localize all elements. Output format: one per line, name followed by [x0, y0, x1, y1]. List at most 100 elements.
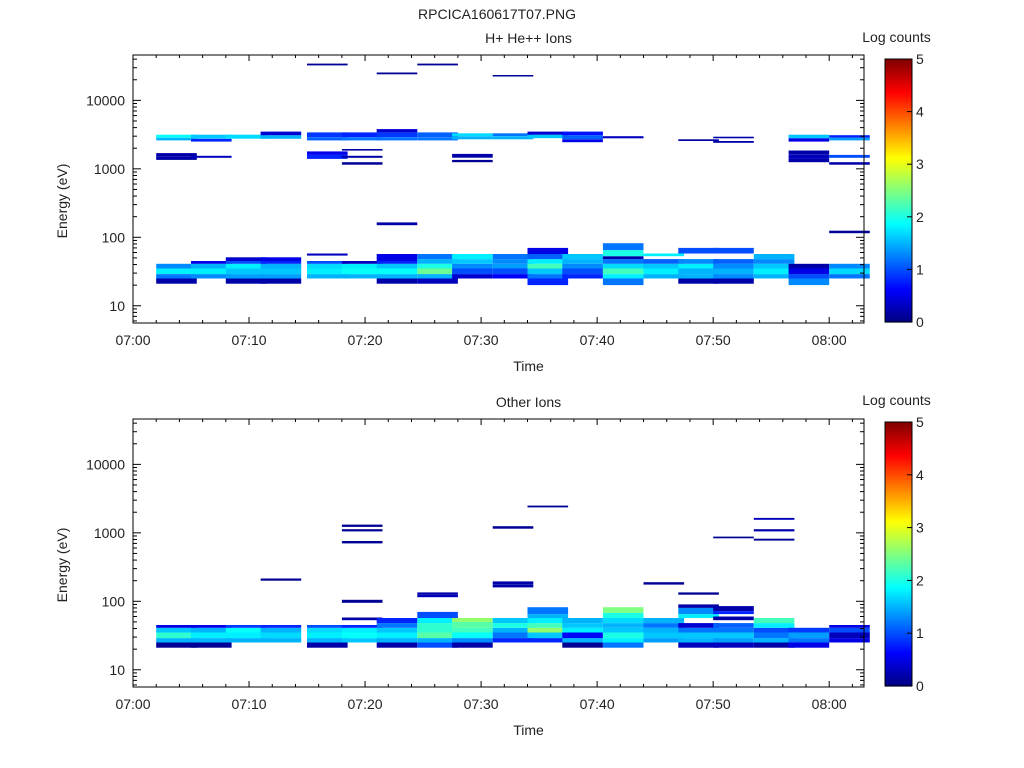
colorbar-segment: [885, 120, 912, 124]
colorbar-segment: [885, 626, 912, 630]
heatmap-cell: [492, 618, 534, 624]
heatmap-cell: [788, 627, 830, 633]
colorbar-segment: [885, 441, 912, 445]
heatmap-cell: [753, 638, 795, 643]
spectrogram-panel-1: 07:00 07:10 07:20 07:30 07:40 07:50 08:0010100…: [54, 29, 931, 374]
heatmap-cell: [492, 623, 534, 628]
colorbar-segment: [885, 617, 912, 621]
colorbar-segment: [885, 278, 912, 281]
colorbar-segment: [885, 633, 912, 636]
heatmap-cell: [492, 638, 534, 643]
colorbar-segment: [885, 428, 912, 432]
colorbar-segment: [885, 177, 912, 181]
colorbar-segment: [885, 135, 912, 139]
heatmap-cell: [341, 617, 383, 621]
colorbar-segment: [885, 576, 912, 579]
heatmap-cell: [829, 274, 870, 279]
heatmap-cell: [829, 154, 870, 158]
colorbar-tick-label: 2: [916, 209, 924, 225]
colorbar-segment: [885, 510, 912, 513]
colorbar-segment: [885, 197, 912, 200]
colorbar-segment: [885, 444, 912, 447]
colorbar-segment: [885, 584, 912, 588]
colorbar-segment: [885, 181, 912, 185]
colorbar-segment: [885, 203, 912, 207]
heatmap-cell: [562, 135, 603, 140]
heatmap-cell: [602, 274, 644, 279]
colorbar-segment: [885, 137, 912, 141]
colorbar: 0 1 2 3 4 5 Log counts: [862, 29, 931, 330]
heatmap-cell: [307, 638, 348, 643]
heatmap-cell: [260, 135, 302, 139]
heatmap-cell: [307, 642, 348, 648]
heatmap-cell: [753, 268, 795, 275]
colorbar-segment: [885, 214, 912, 218]
panel-title: H+ He++ Ions: [485, 30, 572, 46]
heatmap-cell: [417, 642, 458, 648]
colorbar-segment: [885, 210, 912, 214]
heatmap-cell: [225, 632, 267, 639]
heatmap-cell: [307, 263, 348, 269]
heatmap-cell: [527, 259, 569, 264]
colorbar-segment: [885, 606, 912, 610]
colorbar-segment: [885, 591, 912, 595]
colorbar-segment: [885, 600, 912, 603]
colorbar-segment: [885, 565, 912, 568]
heatmap-cell: [753, 642, 795, 648]
colorbar-segment: [885, 490, 912, 493]
heatmap-cell: [260, 268, 302, 275]
heatmap-cell: [562, 638, 603, 643]
colorbar-segment: [885, 455, 912, 458]
colorbar-segment: [885, 311, 912, 314]
colorbar-segment: [885, 481, 912, 485]
colorbar-segment: [885, 479, 912, 482]
colorbar-tick-label: 0: [916, 314, 924, 330]
colorbar-segment: [885, 549, 912, 553]
colorbar-segment: [885, 238, 912, 242]
heatmap-cell: [376, 623, 418, 628]
colorbar-segment: [885, 275, 912, 279]
heatmap-cell: [527, 623, 569, 628]
colorbar-segment: [885, 556, 912, 559]
colorbar-segment: [885, 291, 912, 295]
colorbar-segment: [885, 131, 912, 135]
colorbar-segment: [885, 474, 912, 478]
heatmap-cell: [562, 618, 603, 624]
heatmap-cell: [602, 278, 644, 286]
heatmap-cell: [829, 625, 870, 628]
heatmap-cell: [191, 134, 232, 139]
heatmap-cell: [678, 263, 719, 269]
y-tick-label: 100: [102, 593, 126, 609]
heatmap-cell: [260, 131, 302, 136]
heatmap-cell: [492, 268, 534, 275]
colorbar-segment: [885, 148, 912, 152]
colorbar-segment: [885, 648, 912, 652]
heatmap-cell: [307, 63, 348, 66]
colorbar: 0 1 2 3 4 5 Log counts: [862, 392, 931, 694]
colorbar-segment: [885, 89, 912, 93]
heatmap-cell: [527, 131, 569, 135]
colorbar-segment: [885, 245, 912, 249]
heatmap-cell: [713, 632, 754, 639]
colorbar-segment: [885, 166, 912, 170]
heatmap-cell: [156, 134, 197, 138]
heatmap-cell: [753, 259, 795, 264]
y-tick-label: 1000: [94, 525, 125, 541]
heatmap-cell: [527, 627, 569, 633]
heatmap-cell: [829, 162, 870, 165]
colorbar-segment: [885, 284, 912, 288]
colorbar-segment: [885, 162, 912, 165]
heatmap-cell: [527, 505, 569, 508]
colorbar-segment: [885, 146, 912, 150]
heatmap-cell: [602, 607, 644, 613]
heatmap-cell: [452, 259, 493, 264]
colorbar-segment: [885, 151, 912, 154]
colorbar-segment: [885, 664, 912, 667]
heatmap-cell: [156, 638, 197, 643]
colorbar-segment: [885, 273, 912, 277]
colorbar-segment: [885, 111, 912, 115]
heatmap-cell: [452, 638, 493, 643]
colorbar-segment: [885, 422, 912, 425]
heatmap-cell: [341, 529, 383, 532]
colorbar-segment: [885, 622, 912, 625]
